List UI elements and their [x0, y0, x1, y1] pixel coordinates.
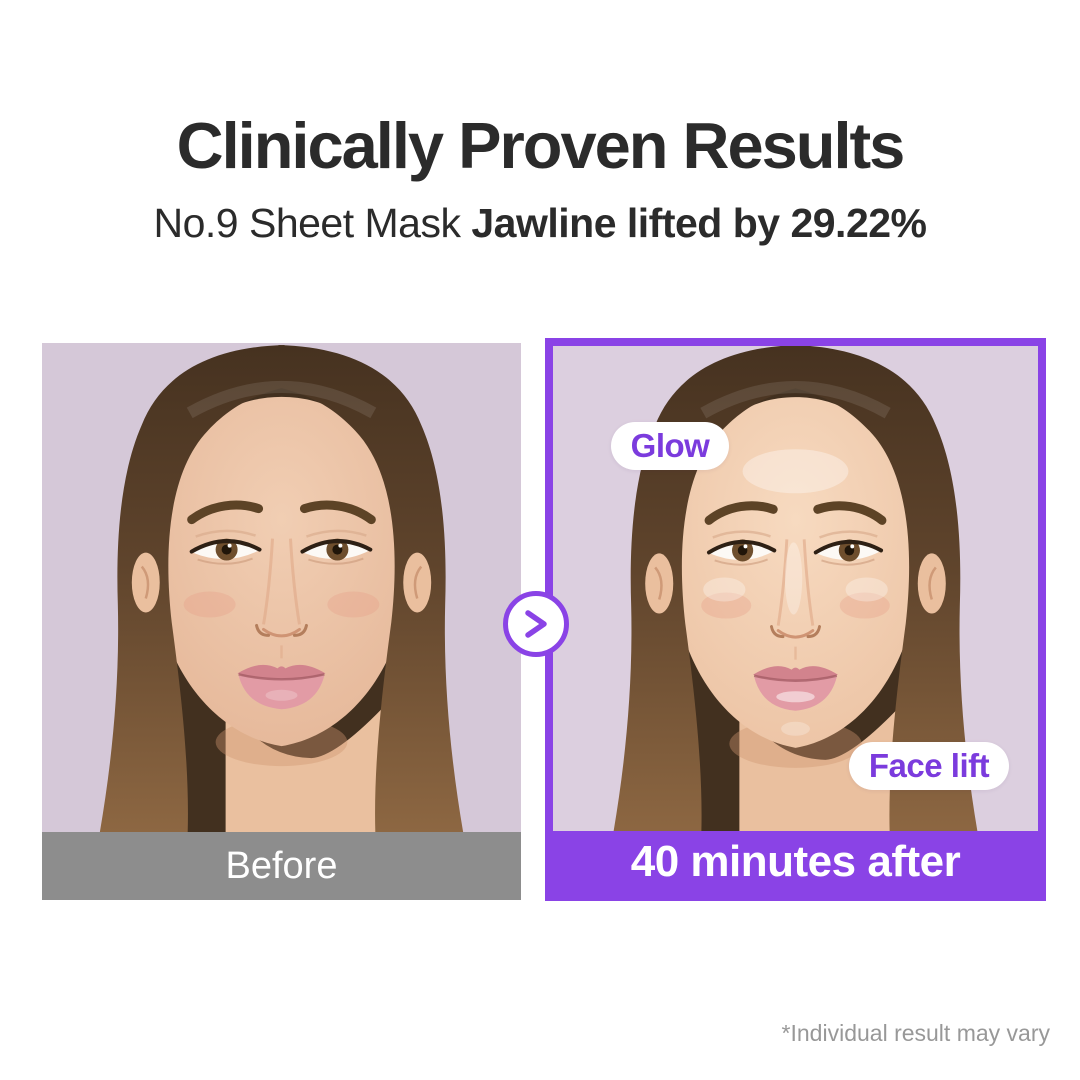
subheadline: No.9 Sheet Mask Jawline lifted by 29.22% — [0, 200, 1080, 246]
subheadline-claim: Jawline lifted by 29.22% — [471, 200, 927, 246]
after-caption: 40 minutes after — [553, 831, 1038, 893]
subheadline-product-name: No.9 Sheet Mask — [153, 200, 472, 246]
before-photo — [42, 343, 521, 832]
face-lift-badge: Face lift — [849, 742, 1009, 790]
arrow-badge — [503, 591, 569, 657]
after-photo: Glow Face lift — [553, 346, 1038, 831]
before-caption: Before — [42, 832, 521, 900]
chevron-right-icon — [525, 610, 547, 638]
glow-badge: Glow — [611, 422, 729, 470]
headline: Clinically Proven Results — [176, 109, 906, 182]
disclaimer: *Individual result may vary — [781, 1020, 1050, 1046]
before-photo-panel: Before — [42, 343, 521, 900]
after-photo-panel: Glow Face lift 40 minutes after — [545, 338, 1046, 901]
